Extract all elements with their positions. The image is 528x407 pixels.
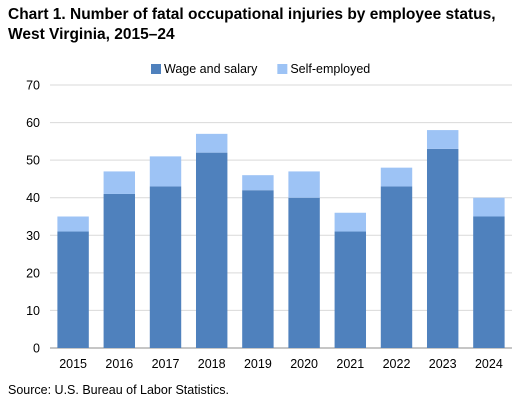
bar-self-employed-2022 xyxy=(380,167,413,187)
bars xyxy=(57,130,505,348)
bar-self-employed-2020 xyxy=(288,171,320,198)
y-tick-label: 20 xyxy=(26,266,40,280)
bar-wage-and-salary-2019 xyxy=(242,190,274,348)
x-tick-label: 2015 xyxy=(59,357,87,371)
x-tick-label: 2024 xyxy=(475,357,503,371)
y-tick-label: 10 xyxy=(26,304,40,318)
y-tick-label: 30 xyxy=(26,229,40,243)
bar-self-employed-2024 xyxy=(473,197,505,217)
bar-wage-and-salary-2017 xyxy=(149,186,182,348)
x-tick-label: 2020 xyxy=(290,357,318,371)
bar-wage-and-salary-2024 xyxy=(473,216,505,348)
x-tick-label: 2021 xyxy=(336,357,364,371)
bar-self-employed-2023 xyxy=(426,130,459,149)
bar-wage-and-salary-2020 xyxy=(288,197,320,348)
legend-swatch-wage-and-salary xyxy=(151,64,161,74)
x-axis: 2015 2016 2017 2018 2019 2020 2021 2022 2023 2024 xyxy=(59,357,503,371)
y-tick-label: 70 xyxy=(26,79,40,93)
bar-wage-and-salary-2023 xyxy=(426,148,459,348)
y-tick-label: 50 xyxy=(26,154,40,168)
bar-wage-and-salary-2018 xyxy=(195,152,228,348)
legend-label-self-employed: Self-employed xyxy=(290,62,370,76)
x-tick-label: 2022 xyxy=(383,357,411,371)
bar-self-employed-2015 xyxy=(57,216,89,232)
y-tick-label: 60 xyxy=(26,116,40,130)
bar-self-employed-2017 xyxy=(149,156,182,187)
bar-self-employed-2018 xyxy=(195,133,228,153)
source-note: Source: U.S. Bureau of Labor Statistics. xyxy=(8,383,229,397)
bar-wage-and-salary-2015 xyxy=(57,231,89,348)
x-tick-label: 2018 xyxy=(198,357,226,371)
bar-self-employed-2019 xyxy=(242,175,274,191)
bar-self-employed-2021 xyxy=(334,212,367,232)
legend-swatch-self-employed xyxy=(277,64,288,74)
legend-label-wage-and-salary: Wage and salary xyxy=(164,62,258,76)
bar-wage-and-salary-2022 xyxy=(380,186,413,348)
bar-wage-and-salary-2021 xyxy=(334,231,367,348)
bar-self-employed-2016 xyxy=(103,171,136,194)
y-axis: 0 10 20 30 40 50 60 70 xyxy=(26,79,40,356)
x-tick-label: 2019 xyxy=(244,357,272,371)
legend: Wage and salary Self-employed xyxy=(151,62,370,76)
bar-wage-and-salary-2016 xyxy=(103,193,136,348)
x-tick-label: 2017 xyxy=(152,357,180,371)
x-tick-label: 2023 xyxy=(429,357,457,371)
y-tick-label: 0 xyxy=(33,342,40,356)
chart-title: Chart 1. Number of fatal occupational in… xyxy=(8,6,496,43)
x-tick-label: 2016 xyxy=(105,357,133,371)
y-tick-label: 40 xyxy=(26,191,40,205)
